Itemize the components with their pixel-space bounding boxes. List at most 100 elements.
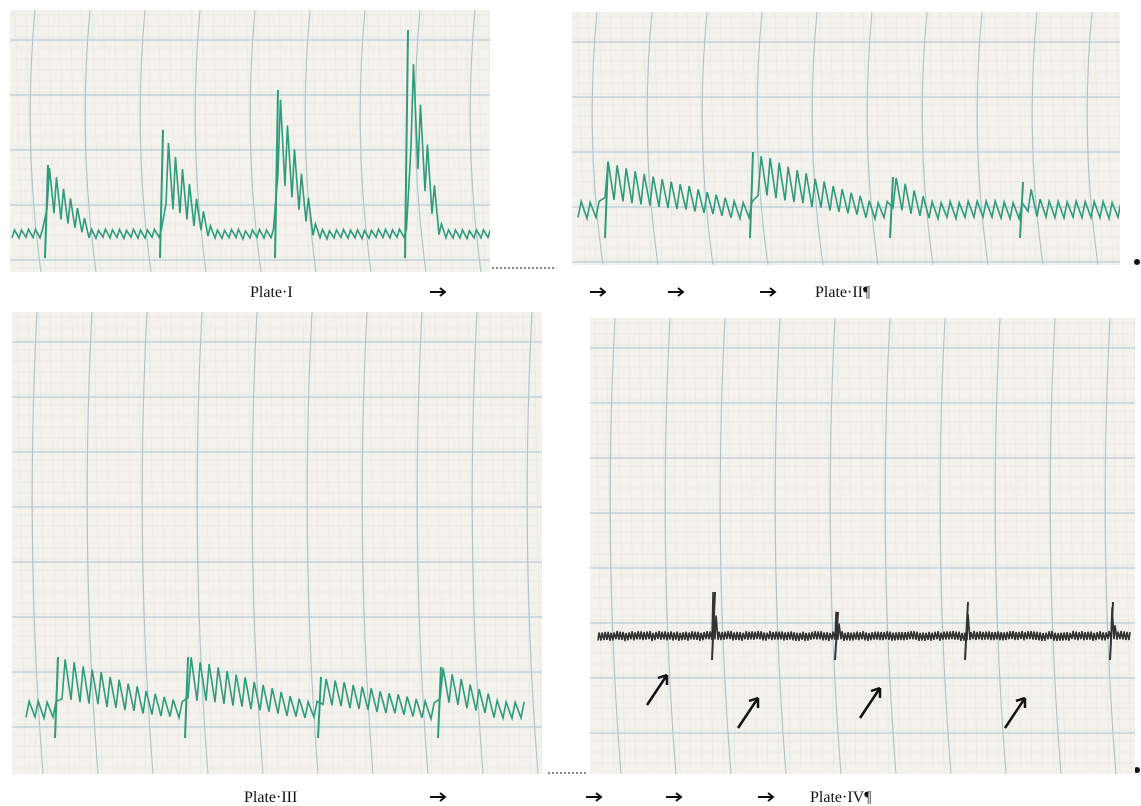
- minor-grid: [1023, 318, 1033, 774]
- trace-spike: [184, 656, 189, 739]
- plate-content: [590, 318, 1135, 774]
- major-grid: [139, 10, 152, 272]
- major-grid: [609, 318, 622, 774]
- trace-spike: [404, 29, 409, 259]
- minor-grid: [179, 10, 189, 272]
- minor-grid: [1016, 12, 1026, 265]
- minor-grid: [1067, 318, 1077, 774]
- tab-arrow: [666, 792, 683, 802]
- minor-grid: [443, 10, 453, 272]
- major-grid: [304, 10, 317, 272]
- minor-grid: [847, 318, 857, 774]
- minor-grid: [1001, 318, 1011, 774]
- trace-spike: [274, 89, 279, 259]
- minor-grid: [434, 312, 444, 774]
- minor-grid: [906, 12, 916, 265]
- major-grid: [921, 12, 934, 265]
- minor-grid: [489, 312, 499, 774]
- minor-grid: [983, 12, 993, 265]
- minor-grid: [1038, 12, 1048, 265]
- minor-grid: [675, 12, 685, 265]
- minor-grid: [781, 318, 791, 774]
- major-grid: [1031, 12, 1044, 265]
- paper: [12, 312, 542, 774]
- minor-grid: [803, 318, 813, 774]
- minor-grid: [324, 312, 334, 774]
- major-grid: [1086, 12, 1099, 265]
- minor-grid: [366, 10, 376, 272]
- minor-grid: [1104, 12, 1114, 265]
- minor-grid: [726, 318, 736, 774]
- minor-grid: [631, 12, 641, 265]
- minor-grid: [627, 318, 637, 774]
- minor-grid: [500, 312, 510, 774]
- minor-grid: [924, 318, 934, 774]
- minor-grid: [146, 10, 156, 272]
- minor-grid: [344, 10, 354, 272]
- minor-grid: [873, 12, 883, 265]
- trace-spike: [437, 666, 442, 739]
- minor-grid: [594, 318, 604, 774]
- major-grid: [29, 10, 42, 272]
- minor-grid: [708, 12, 718, 265]
- minor-grid: [280, 312, 290, 774]
- minor-grid: [774, 12, 784, 265]
- minor-grid: [902, 318, 912, 774]
- minor-grid: [511, 312, 521, 774]
- tab-arrow: [758, 792, 775, 802]
- major-grid: [196, 312, 209, 774]
- major-grid: [194, 10, 207, 272]
- minor-grid: [851, 12, 861, 265]
- minor-grid: [113, 10, 123, 272]
- minor-grid: [968, 318, 978, 774]
- minor-grid: [836, 318, 846, 774]
- minor-grid: [913, 318, 923, 774]
- minor-grid: [1115, 12, 1120, 148]
- minor-grid: [693, 318, 703, 774]
- plate-caption: Plate·III: [244, 789, 297, 806]
- minor-grid: [1049, 12, 1059, 265]
- minor-grid: [1089, 318, 1099, 774]
- tab-marks: [430, 267, 777, 802]
- minor-grid: [168, 10, 178, 272]
- minor-grid: [1005, 12, 1015, 265]
- major-grid: [701, 12, 714, 265]
- major-grid: [251, 312, 264, 774]
- minor-grid: [14, 10, 24, 272]
- minor-grid: [759, 318, 769, 774]
- minor-grid: [478, 312, 488, 774]
- minor-grid: [1060, 12, 1070, 265]
- minor-grid: [36, 10, 46, 272]
- major-grid: [756, 12, 769, 265]
- minor-grid: [201, 10, 211, 272]
- minor-grid: [225, 312, 235, 774]
- minor-grid: [895, 12, 905, 265]
- minor-grid: [686, 12, 696, 265]
- minor-grid: [456, 312, 466, 774]
- minor-grid: [704, 318, 714, 774]
- trace-spike: [834, 611, 839, 661]
- major-grid: [994, 318, 1007, 774]
- minor-grid: [311, 10, 321, 272]
- minor-grid: [170, 312, 180, 774]
- minor-grid: [814, 318, 824, 774]
- major-grid: [829, 318, 842, 774]
- minor-grid: [60, 312, 70, 774]
- major-grid: [646, 12, 659, 265]
- minor-grid: [737, 318, 747, 774]
- trace: [25, 657, 525, 722]
- minor-grid: [1122, 318, 1132, 774]
- plate-caption: Plate·I: [250, 284, 293, 301]
- minor-grid: [368, 312, 378, 774]
- minor-grid: [91, 10, 101, 272]
- minor-grid: [928, 12, 938, 265]
- major-grid: [306, 312, 319, 774]
- major-grid: [361, 312, 374, 774]
- minor-grid: [1012, 318, 1022, 774]
- minor-grid: [214, 312, 224, 774]
- minor-grid: [445, 312, 455, 774]
- tab-arrow: [430, 287, 447, 297]
- minor-grid: [620, 12, 630, 265]
- minor-grid: [1071, 12, 1081, 265]
